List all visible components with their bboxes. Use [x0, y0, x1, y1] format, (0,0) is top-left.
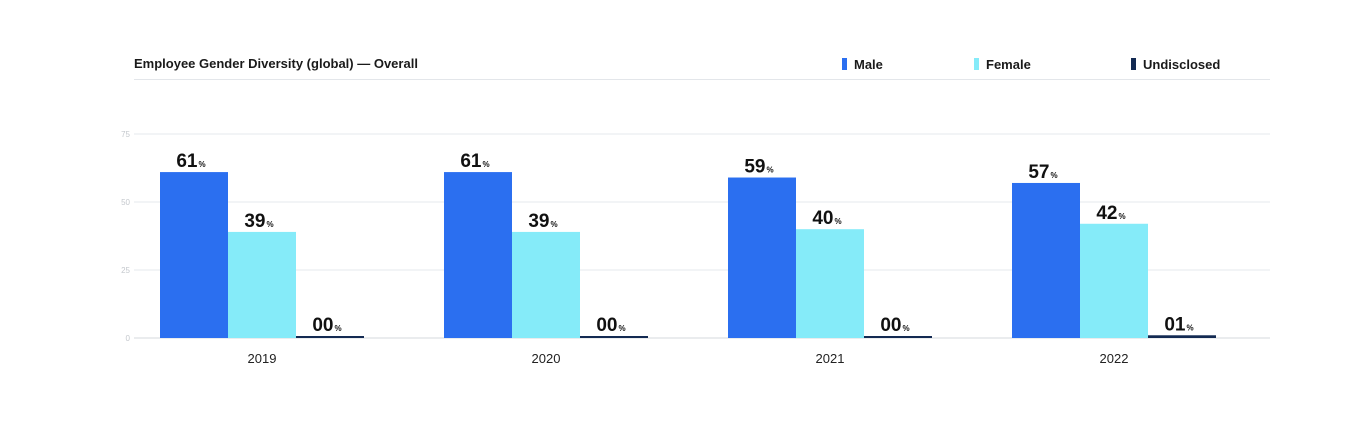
bar-male — [1012, 182, 1080, 338]
legend-item-female: Female — [974, 56, 1031, 72]
y-tick-label: 50 — [121, 198, 130, 207]
data-label: 00% — [312, 315, 341, 336]
data-label: 39% — [528, 211, 557, 232]
bar-undisclosed — [580, 336, 648, 338]
data-label: 40% — [812, 208, 841, 229]
data-label: 61% — [460, 151, 489, 172]
x-tick-label: 2019 — [248, 351, 277, 366]
bar-undisclosed — [296, 336, 364, 338]
data-label: 39% — [244, 211, 273, 232]
chart-header: Employee Gender Diversity (global) — Ove… — [134, 50, 1270, 80]
x-tick-label: 2020 — [532, 351, 561, 366]
legend-label-female: Female — [986, 56, 1031, 72]
bar-male — [728, 177, 796, 338]
bar-male — [160, 172, 228, 338]
data-label: 42% — [1096, 203, 1125, 224]
legend-item-male: Male — [842, 56, 883, 72]
data-label: 61% — [176, 151, 205, 172]
data-label: 01% — [1164, 314, 1193, 335]
chart-title: Employee Gender Diversity (global) — Ove… — [134, 56, 418, 71]
bar-female — [1080, 223, 1148, 338]
legend-swatch-undisclosed — [1131, 58, 1136, 70]
bar-female — [796, 229, 864, 338]
data-label: 59% — [744, 157, 773, 178]
data-label: 57% — [1028, 162, 1057, 183]
x-tick-label: 2021 — [816, 351, 845, 366]
x-tick-label: 2022 — [1100, 351, 1129, 366]
bar-female — [228, 231, 296, 338]
legend-swatch-female — [974, 58, 979, 70]
legend-label-male: Male — [854, 56, 883, 72]
y-tick-label: 25 — [121, 266, 130, 275]
legend-swatch-male — [842, 58, 847, 70]
y-tick-label: 75 — [121, 130, 130, 139]
bar-undisclosed — [864, 336, 932, 338]
legend-label-undisclosed: Undisclosed — [1143, 56, 1221, 72]
data-label: 00% — [596, 315, 625, 336]
y-tick-label: 0 — [126, 334, 131, 343]
bar-undisclosed — [1148, 335, 1216, 338]
legend-item-undisclosed: Undisclosed — [1131, 56, 1220, 72]
data-label: 00% — [880, 315, 909, 336]
bar-male — [444, 172, 512, 338]
bar-female — [512, 231, 580, 338]
